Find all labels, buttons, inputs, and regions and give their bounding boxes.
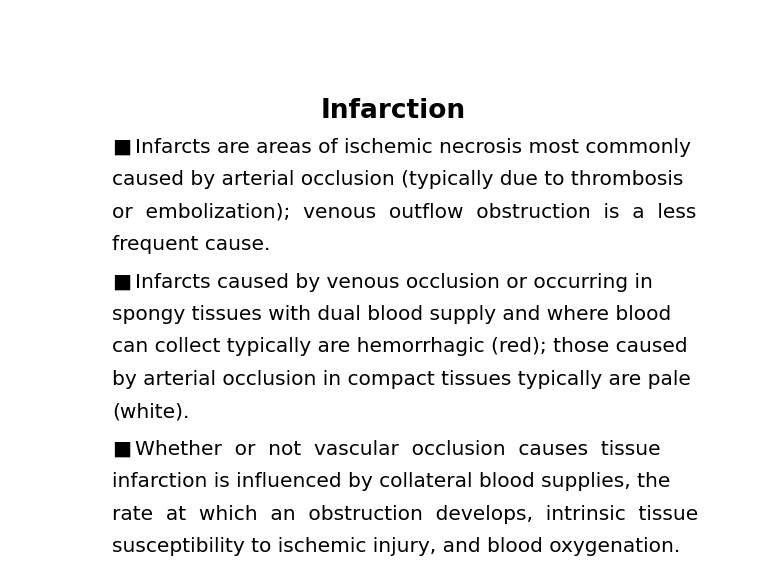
Text: Whether  or  not  vascular  occlusion  causes  tissue: Whether or not vascular occlusion causes… xyxy=(134,440,660,459)
Text: Infarcts caused by venous occlusion or occurring in: Infarcts caused by venous occlusion or o… xyxy=(134,272,653,291)
Text: ■: ■ xyxy=(112,272,131,291)
Text: caused by arterial occlusion (typically due to thrombosis: caused by arterial occlusion (typically … xyxy=(112,170,684,190)
Text: or  embolization);  venous  outflow  obstruction  is  a  less: or embolization); venous outflow obstruc… xyxy=(112,203,697,222)
Text: rate  at  which  an  obstruction  develops,  intrinsic  tissue: rate at which an obstruction develops, i… xyxy=(112,505,698,524)
Text: ■: ■ xyxy=(112,138,131,157)
Text: Infarcts are areas of ischemic necrosis most commonly: Infarcts are areas of ischemic necrosis … xyxy=(134,138,690,157)
Text: Infarction: Infarction xyxy=(321,98,466,124)
Text: susceptibility to ischemic injury, and blood oxygenation.: susceptibility to ischemic injury, and b… xyxy=(112,537,680,556)
Text: ■: ■ xyxy=(112,440,131,459)
Text: spongy tissues with dual blood supply and where blood: spongy tissues with dual blood supply an… xyxy=(112,305,671,324)
Text: infarction is influenced by collateral blood supplies, the: infarction is influenced by collateral b… xyxy=(112,472,670,491)
Text: can collect typically are hemorrhagic (red); those caused: can collect typically are hemorrhagic (r… xyxy=(112,338,687,357)
Text: by arterial occlusion in compact tissues typically are pale: by arterial occlusion in compact tissues… xyxy=(112,370,691,389)
Text: (white).: (white). xyxy=(112,402,190,421)
Text: frequent cause.: frequent cause. xyxy=(112,235,270,254)
